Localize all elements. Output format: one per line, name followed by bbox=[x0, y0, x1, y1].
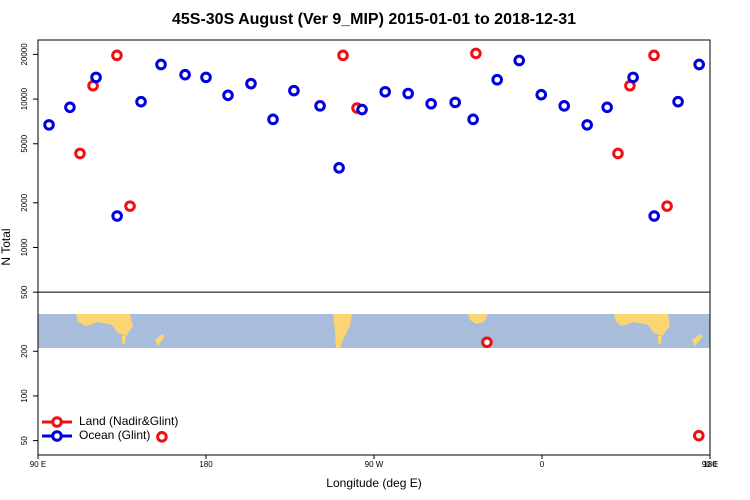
land-map bbox=[468, 314, 488, 324]
y-tick-label: 20000 bbox=[20, 43, 29, 66]
data-point bbox=[693, 58, 705, 71]
data-point bbox=[90, 71, 102, 84]
y-tick-label: 100 bbox=[20, 389, 29, 403]
x-tick-label: 90 W bbox=[365, 460, 384, 469]
land-map bbox=[76, 314, 133, 336]
data-point bbox=[333, 162, 345, 174]
land-map bbox=[155, 334, 165, 346]
data-point bbox=[612, 147, 624, 160]
data-point bbox=[491, 73, 504, 86]
legend-label: Ocean (Glint) bbox=[79, 428, 150, 442]
land-map bbox=[658, 336, 662, 344]
y-tick-label: 10000 bbox=[20, 87, 29, 110]
y-tick-label: 2000 bbox=[20, 193, 29, 211]
data-point bbox=[513, 54, 526, 67]
data-point bbox=[74, 147, 86, 160]
x-tick-label: 0 bbox=[540, 460, 545, 469]
data-point bbox=[558, 100, 571, 112]
data-point bbox=[672, 95, 684, 108]
y-tick-label: 200 bbox=[20, 344, 29, 358]
data-point bbox=[288, 84, 300, 97]
land-map bbox=[692, 334, 703, 346]
x-tick-label: 180 bbox=[199, 460, 213, 469]
data-point bbox=[581, 119, 593, 131]
y-tick-label: 50 bbox=[20, 436, 29, 445]
data-point bbox=[470, 47, 482, 60]
data-point bbox=[481, 336, 493, 349]
data-point bbox=[314, 100, 326, 112]
land-map bbox=[333, 314, 352, 348]
data-point bbox=[135, 95, 147, 108]
data-point bbox=[648, 49, 660, 62]
data-point bbox=[627, 71, 639, 84]
data-point bbox=[425, 97, 437, 110]
data-point bbox=[111, 49, 123, 62]
data-point bbox=[337, 49, 349, 62]
data-point bbox=[379, 85, 392, 98]
data-point bbox=[449, 96, 462, 109]
data-point bbox=[693, 429, 705, 442]
data-point bbox=[124, 200, 136, 212]
data-point bbox=[200, 71, 212, 84]
x-axis-label: Longitude (deg E) bbox=[326, 476, 421, 490]
data-point bbox=[245, 77, 257, 90]
y-axis-label: N Total bbox=[0, 228, 13, 265]
data-point bbox=[661, 200, 673, 212]
data-point bbox=[43, 119, 55, 131]
data-point bbox=[222, 89, 234, 102]
data-point bbox=[601, 101, 613, 114]
x-tick-label: 90 E bbox=[30, 460, 46, 469]
data-point bbox=[535, 88, 548, 101]
data-point bbox=[648, 210, 660, 222]
data-point bbox=[179, 68, 191, 81]
y-tick-label: 1000 bbox=[20, 238, 29, 256]
data-point bbox=[111, 210, 123, 222]
legend-marker bbox=[51, 416, 63, 428]
y-tick-label: 500 bbox=[20, 285, 29, 299]
data-point bbox=[156, 431, 168, 443]
x-tick-label: 90 E bbox=[702, 460, 718, 469]
ocean-map bbox=[38, 314, 710, 348]
data-point bbox=[356, 103, 368, 116]
map-strip bbox=[38, 314, 710, 348]
legend-label: Land (Nadir&Glint) bbox=[79, 414, 178, 428]
legend-marker bbox=[51, 430, 63, 442]
y-tick-label: 5000 bbox=[20, 134, 29, 152]
x-tick-label: 180 bbox=[703, 460, 717, 469]
data-point bbox=[155, 58, 167, 71]
data-point bbox=[467, 113, 479, 126]
data-point bbox=[402, 87, 414, 100]
data-point bbox=[64, 101, 76, 114]
land-map bbox=[614, 314, 670, 336]
chart-title: 45S-30S August (Ver 9_MIP) 2015-01-01 to… bbox=[172, 11, 576, 28]
data-point bbox=[267, 113, 279, 126]
land-map bbox=[122, 336, 126, 344]
